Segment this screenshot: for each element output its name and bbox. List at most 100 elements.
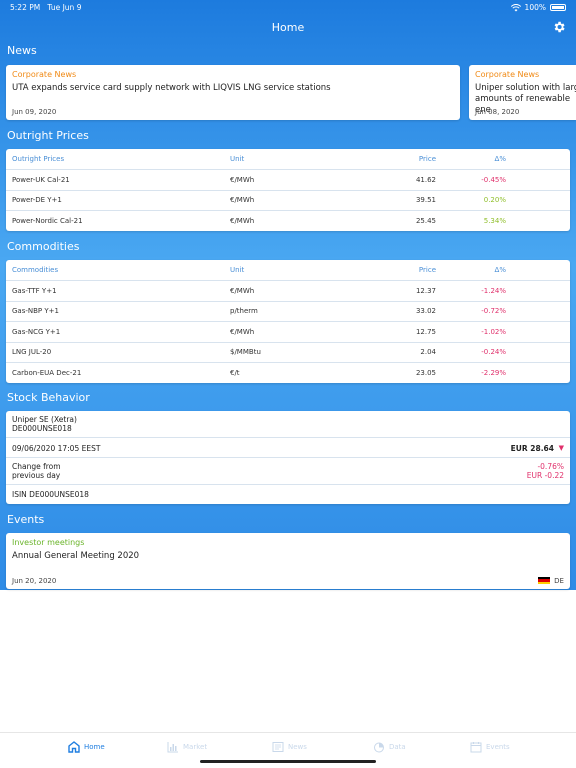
column-header[interactable]: Commodities [12, 266, 59, 274]
price: 12.75 [415, 327, 436, 336]
change-percent: -0.45% [481, 175, 506, 184]
table-row[interactable]: Power-DE Y+1 €/MWh 39.51 0.20% [6, 190, 570, 211]
news-card[interactable]: Corporate News UTA expands service card … [6, 65, 460, 120]
gear-icon[interactable] [552, 20, 566, 34]
news-section-title: News [7, 44, 37, 57]
change-percent: -0.24% [481, 348, 506, 357]
change-percent: 0.20% [483, 196, 506, 205]
column-header[interactable]: Unit [230, 155, 245, 163]
instrument-name: Power-Nordic Cal-21 [12, 217, 83, 225]
tab-label: Home [84, 743, 105, 751]
calendar-icon [470, 742, 482, 753]
column-header[interactable]: Unit [230, 266, 245, 274]
event-date: Jun 20, 2020 [12, 577, 57, 585]
instrument-name: LNG JUL-20 [12, 348, 52, 357]
news-date: Jun 09, 2020 [12, 108, 57, 116]
tab-events[interactable]: Events [470, 741, 510, 753]
quote-timestamp: 09/06/2020 17:05 EEST [12, 444, 101, 453]
event-language: DE [554, 577, 564, 585]
table-row[interactable]: Power-UK Cal-21 €/MWh 41.62 -0.45% [6, 170, 570, 190]
commodities-section-title: Commodities [7, 240, 80, 253]
battery-percent: 100% [524, 3, 546, 12]
change-percent: -1.02% [481, 327, 506, 336]
event-category: Investor meetings [12, 538, 85, 547]
change-percent: 5.34% [483, 217, 506, 225]
table-header-row: Outright Prices Unit Price Δ% [6, 149, 570, 170]
change-percent: -0.76% [537, 462, 564, 471]
column-header[interactable]: Outright Prices [12, 155, 65, 163]
stock-price-row: 09/06/2020 17:05 EEST EUR 28.64 ▼ [6, 438, 570, 458]
table-row[interactable]: Carbon-EUA Dec-21 €/t 23.05 -2.29% [6, 363, 570, 384]
home-icon [68, 741, 80, 753]
tab-data[interactable]: Data [373, 741, 406, 753]
stock-company-row: Uniper SE (Xetra) DE000UNSE018 [6, 411, 570, 438]
change-label-2: previous day [12, 471, 61, 480]
instrument-name: Power-DE Y+1 [12, 196, 62, 205]
stock-section-title: Stock Behavior [7, 391, 90, 404]
page-title: Home [271, 21, 305, 34]
pie-icon [374, 742, 384, 753]
company-name: Uniper SE (Xetra) [12, 415, 77, 424]
isin: ISIN DE000UNSE018 [12, 490, 89, 499]
wifi-icon [510, 3, 521, 11]
news-headline: UTA expands service card supply network … [12, 83, 331, 93]
news-date: Jun 08, 2020 [475, 108, 520, 116]
instrument-name: Gas-NBP Y+1 [12, 307, 59, 316]
outright-section-title: Outright Prices [7, 129, 89, 142]
stock-change-row: Change from previous day -0.76% EUR -0.2… [6, 458, 570, 485]
unit: p/therm [230, 307, 258, 316]
news-headline: Uniper solution with large amounts of re… [475, 83, 576, 115]
change-absolute: EUR -0.22 [526, 471, 564, 480]
change-label: Change from [12, 462, 61, 471]
unit: €/MWh [230, 196, 255, 205]
instrument-name: Carbon-EUA Dec-21 [12, 369, 82, 377]
instrument-name: Power-UK Cal-21 [12, 175, 70, 184]
tab-news[interactable]: News [272, 741, 307, 753]
company-code: DE000UNSE018 [12, 424, 72, 433]
stock-price: EUR 28.64 [510, 444, 554, 453]
status-bar: 5:22 PM Tue Jun 9 100% [0, 0, 576, 14]
commodities-table: Commodities Unit Price Δ% Gas-TTF Y+1 €/… [6, 260, 570, 383]
down-arrow-icon: ▼ [558, 444, 564, 452]
tab-label: Events [486, 743, 510, 751]
chart-icon [167, 742, 178, 753]
column-header[interactable]: Δ% [494, 266, 506, 274]
stock-card[interactable]: Uniper SE (Xetra) DE000UNSE018 09/06/202… [6, 411, 570, 504]
price: 39.51 [415, 196, 436, 205]
change-percent: -2.29% [481, 369, 506, 377]
tab-home[interactable]: Home [68, 741, 105, 753]
column-header[interactable]: Price [418, 155, 436, 163]
price: 41.62 [415, 175, 436, 184]
unit: €/MWh [230, 175, 255, 184]
event-title: Annual General Meeting 2020 [12, 551, 140, 561]
table-row[interactable]: Gas-NBP Y+1 p/therm 33.02 -0.72% [6, 301, 570, 322]
change-percent: -0.72% [481, 307, 506, 316]
tab-label: Data [389, 743, 406, 751]
news-category: Corporate News [12, 70, 77, 79]
table-row[interactable]: LNG JUL-20 $/MMBtu 2.04 -0.24% [6, 342, 570, 363]
home-indicator[interactable] [200, 760, 376, 763]
battery-icon [550, 4, 566, 11]
unit: €/t [230, 369, 240, 377]
tab-market[interactable]: Market [167, 741, 207, 753]
price: 2.04 [420, 348, 436, 357]
unit: €/MWh [230, 286, 255, 295]
price: 12.37 [415, 286, 436, 295]
column-header[interactable]: Δ% [494, 155, 506, 163]
instrument-name: Gas-TTF Y+1 [12, 286, 57, 295]
tab-label: News [288, 743, 307, 751]
table-header-row: Commodities Unit Price Δ% [6, 260, 570, 281]
table-row[interactable]: Gas-TTF Y+1 €/MWh 12.37 -1.24% [6, 281, 570, 301]
outright-prices-table: Outright Prices Unit Price Δ% Power-UK C… [6, 149, 570, 231]
news-category: Corporate News [475, 70, 540, 79]
price: 33.02 [415, 307, 436, 316]
change-percent: -1.24% [481, 286, 506, 295]
table-row[interactable]: Power-Nordic Cal-21 €/MWh 25.45 5.34% [6, 211, 570, 232]
events-section-title: Events [7, 513, 45, 526]
news-card[interactable]: Corporate News Uniper solution with larg… [469, 65, 576, 120]
table-row[interactable]: Gas-NCG Y+1 €/MWh 12.75 -1.02% [6, 322, 570, 342]
column-header[interactable]: Price [418, 266, 436, 274]
unit: $/MMBtu [230, 348, 261, 357]
event-card[interactable]: Investor meetings Annual General Meeting… [6, 533, 570, 589]
tab-label: Market [183, 743, 208, 751]
